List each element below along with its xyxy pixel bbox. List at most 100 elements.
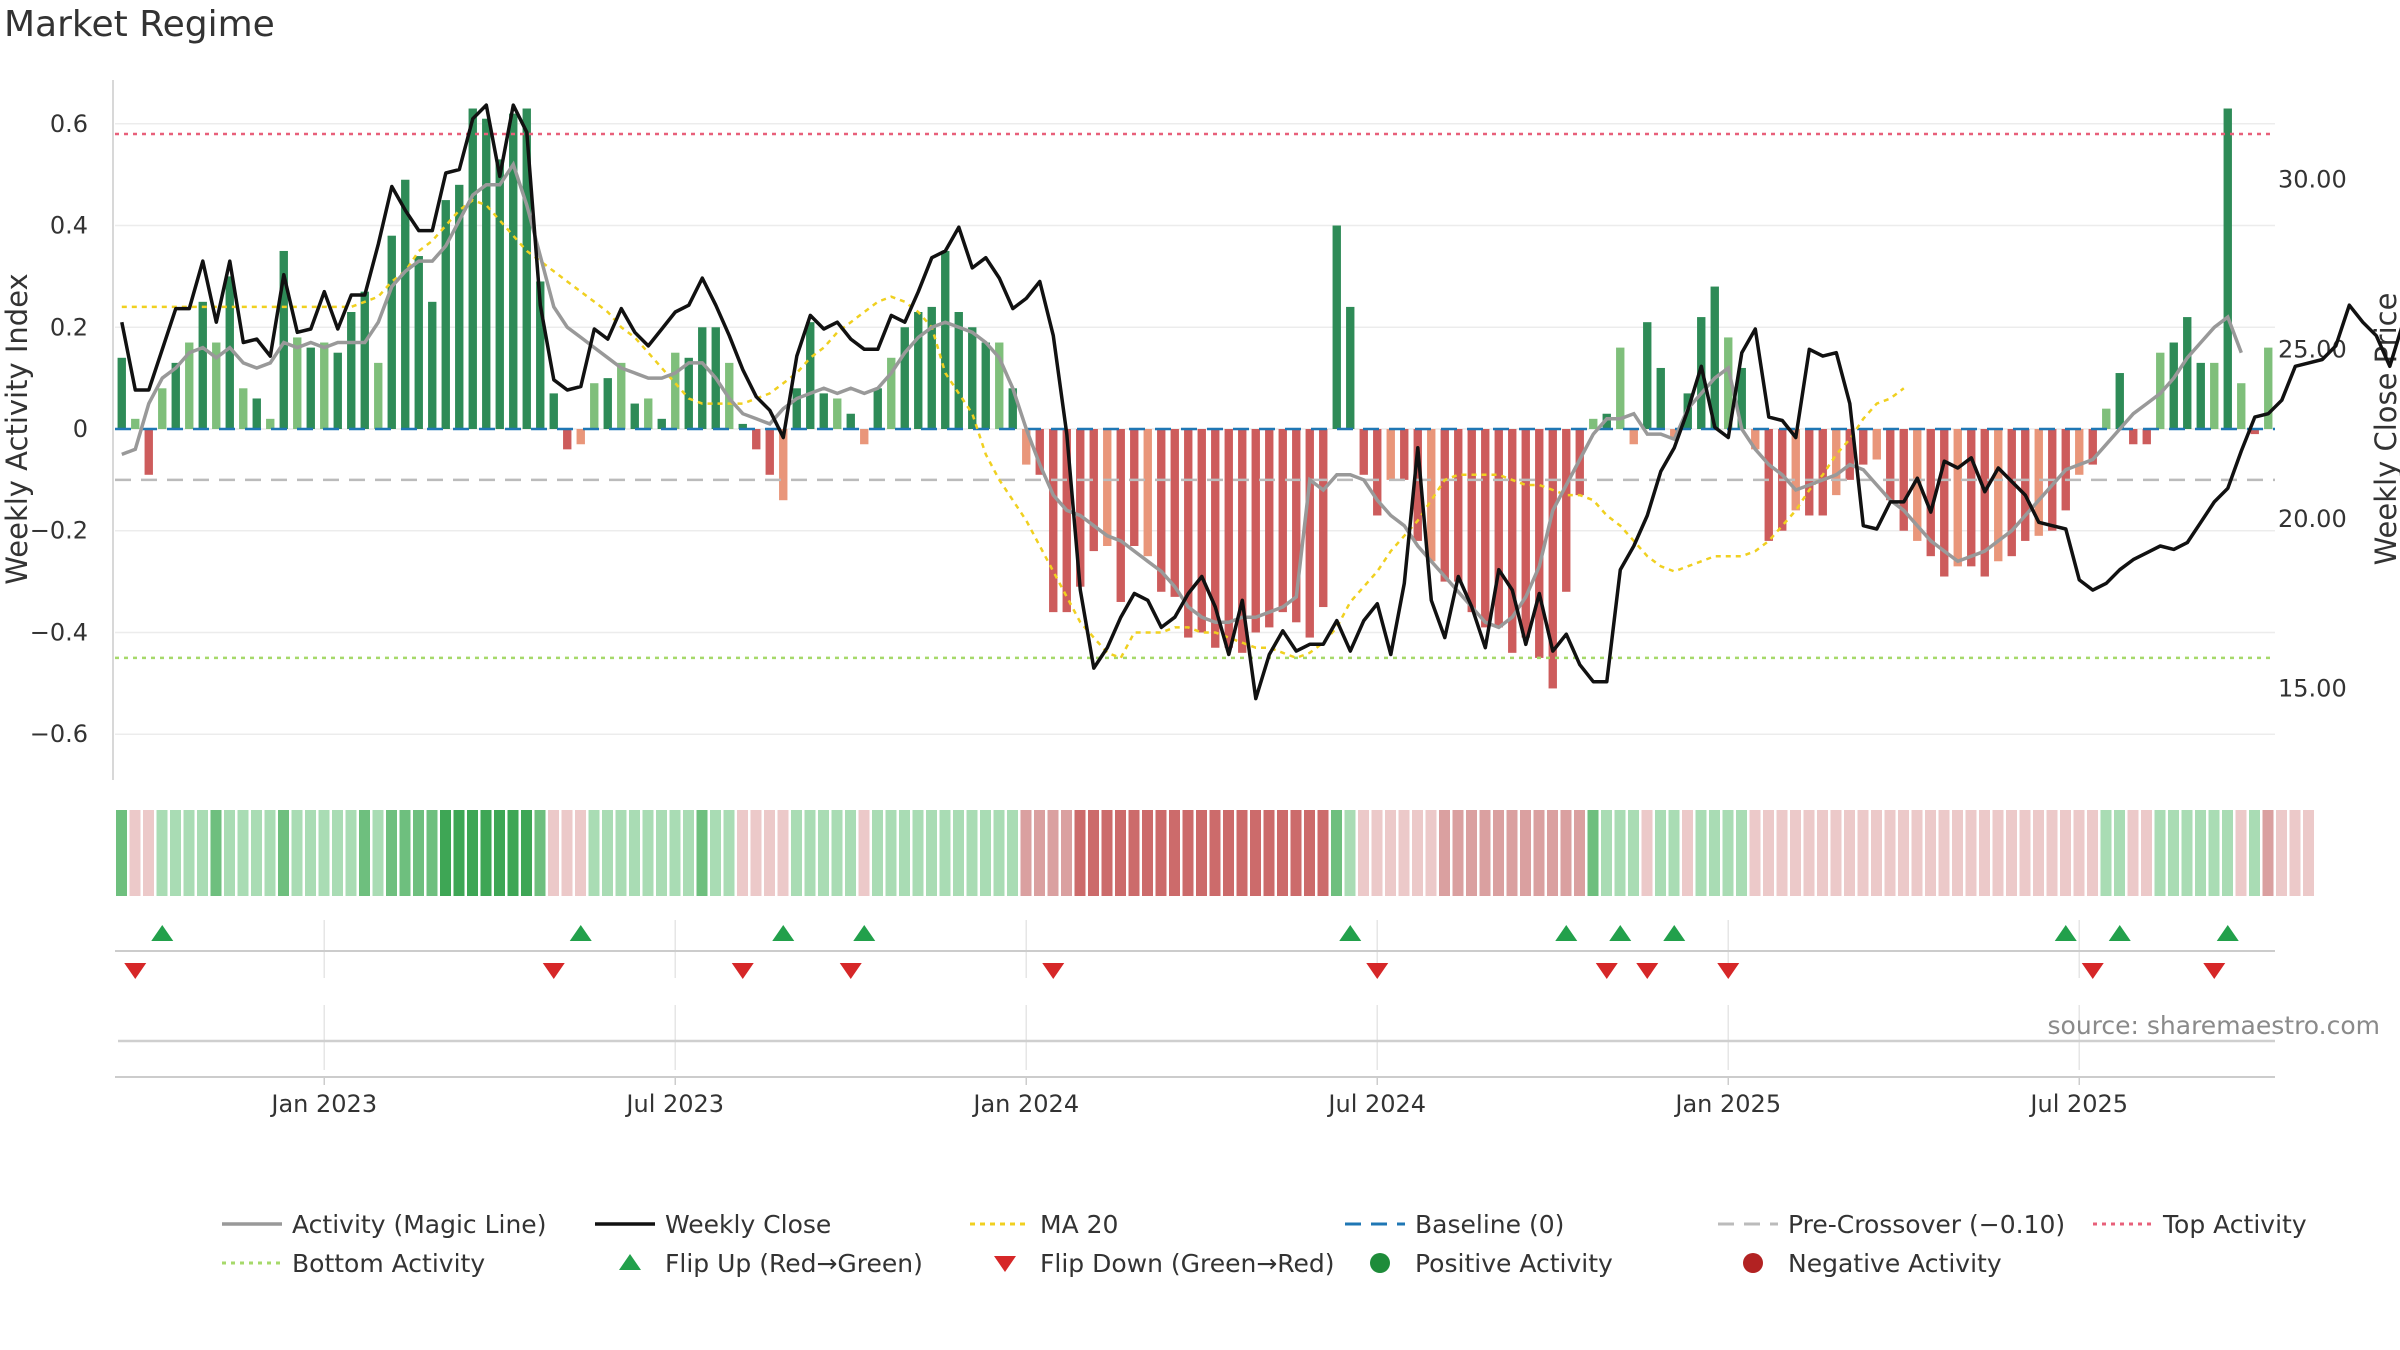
regime-strip-cell: [1439, 810, 1450, 896]
activity-bar: [1791, 429, 1800, 511]
regime-strip-cell: [1115, 810, 1126, 896]
activity-bar: [1508, 429, 1517, 653]
activity-bar: [563, 429, 572, 450]
regime-strip-cell: [1196, 810, 1207, 896]
activity-bar: [2196, 362, 2205, 429]
regime-strip-cell: [1047, 810, 1059, 896]
activity-bar: [428, 301, 437, 429]
regime-strip-cell: [1277, 810, 1288, 896]
flip-up-marker: [1609, 925, 1632, 941]
activity-bar: [1386, 429, 1395, 480]
regime-strip-cell: [332, 810, 343, 896]
regime-strip-cell: [2249, 810, 2260, 896]
activity-bar: [1265, 429, 1274, 628]
activity-bar: [401, 179, 410, 429]
legend-label: Negative Activity: [1788, 1249, 2002, 1278]
regime-strip-cell: [1709, 810, 1720, 896]
regime-strip-cell: [1412, 810, 1423, 896]
activity-bar: [1562, 429, 1571, 592]
activity-bar: [1197, 429, 1206, 633]
legend-label: Flip Down (Green→Red): [1040, 1249, 1335, 1278]
activity-bar: [1373, 429, 1382, 516]
activity-bar: [1238, 429, 1247, 653]
activity-bar: [1103, 429, 1112, 546]
legend-label: Flip Up (Red→Green): [665, 1249, 923, 1278]
y-left-tick-label: −0.6: [30, 720, 88, 748]
y-right-tick-label: 15.00: [2278, 674, 2347, 702]
regime-strip-cell: [1830, 810, 1842, 896]
regime-strip-cell: [1601, 810, 1612, 896]
regime-strip-cell: [1668, 810, 1680, 896]
activity-bar: [2034, 429, 2043, 536]
activity-bar: [1292, 429, 1301, 623]
flip-up-marker: [1663, 925, 1686, 941]
activity-bar: [2210, 362, 2219, 429]
activity-bar: [1953, 429, 1962, 567]
regime-strip-cell: [1425, 810, 1437, 896]
regime-strip-cell: [264, 810, 276, 896]
regime-strip-cell: [804, 810, 816, 896]
flip-up-marker: [2108, 925, 2131, 941]
activity-bar: [522, 108, 531, 430]
regime-strip-cell: [1101, 810, 1113, 896]
activity-bar: [1224, 429, 1233, 648]
regime-strip-cell: [858, 810, 870, 896]
weekly-close-line: [120, 103, 2400, 701]
regime-strip-cell: [1452, 810, 1464, 896]
activity-bar: [2250, 429, 2259, 435]
regime-strip-cell: [1331, 810, 1342, 896]
regime-strip-cell: [1790, 810, 1801, 896]
regime-strip-cell: [1493, 810, 1504, 896]
activity-bar: [846, 413, 855, 429]
activity-bar: [995, 342, 1004, 429]
regime-strip-cell: [1871, 810, 1882, 896]
activity-bar: [1832, 429, 1841, 496]
activity-bar: [1521, 429, 1530, 638]
activity-bar: [1157, 429, 1166, 592]
activity-bar: [495, 159, 504, 430]
regime-strip-cell: [1776, 810, 1788, 896]
activity-bar: [212, 342, 221, 429]
regime-strip-cell: [2100, 810, 2112, 896]
activity-bar: [684, 357, 693, 429]
x-tick-label: Jul 2024: [1326, 1090, 1426, 1118]
activity-bar: [2088, 429, 2097, 465]
activity-bar: [185, 342, 194, 429]
regime-strip-cell: [1911, 810, 1923, 896]
activity-bar: [1089, 429, 1098, 552]
flip-up-marker: [772, 925, 795, 941]
regime-strip-cell: [710, 810, 721, 896]
activity-bar: [1359, 429, 1368, 475]
activity-bar: [144, 429, 153, 475]
regime-strip-cell: [494, 810, 505, 896]
flip-down-marker: [2081, 963, 2104, 979]
regime-strip-cell: [1304, 810, 1315, 896]
regime-strip-cell: [615, 810, 627, 896]
legend-label: Positive Activity: [1415, 1249, 1613, 1278]
regime-strip-cell: [1763, 810, 1774, 896]
regime-strip-cell: [2181, 810, 2193, 896]
activity-bar: [698, 327, 707, 429]
regime-strip-cell: [1506, 810, 1518, 896]
regime-strip-cell: [885, 810, 897, 896]
activity-bar: [630, 403, 639, 429]
activity-bar: [2169, 342, 2178, 429]
regime-strip-cell: [399, 810, 411, 896]
regime-strip-cell: [1250, 810, 1261, 896]
activity-bar: [1481, 429, 1490, 628]
flip-down-marker: [839, 963, 862, 979]
regime-strip-cell: [210, 810, 222, 896]
regime-strip-cell: [1965, 810, 1977, 896]
activity-bar: [1143, 429, 1152, 557]
regime-strip-cell: [993, 810, 1005, 896]
regime-strip-cell: [1628, 810, 1639, 896]
activity-bar: [1062, 429, 1071, 613]
activity-bar: [266, 418, 275, 429]
activity-bar: [1305, 429, 1314, 638]
regime-strip-cell: [1952, 810, 1963, 896]
activity-bar: [603, 378, 612, 429]
regime-strip-cell: [305, 810, 316, 896]
regime-strip-cell: [129, 810, 141, 896]
regime-strip-cell: [197, 810, 208, 896]
regime-strip-cell: [345, 810, 357, 896]
